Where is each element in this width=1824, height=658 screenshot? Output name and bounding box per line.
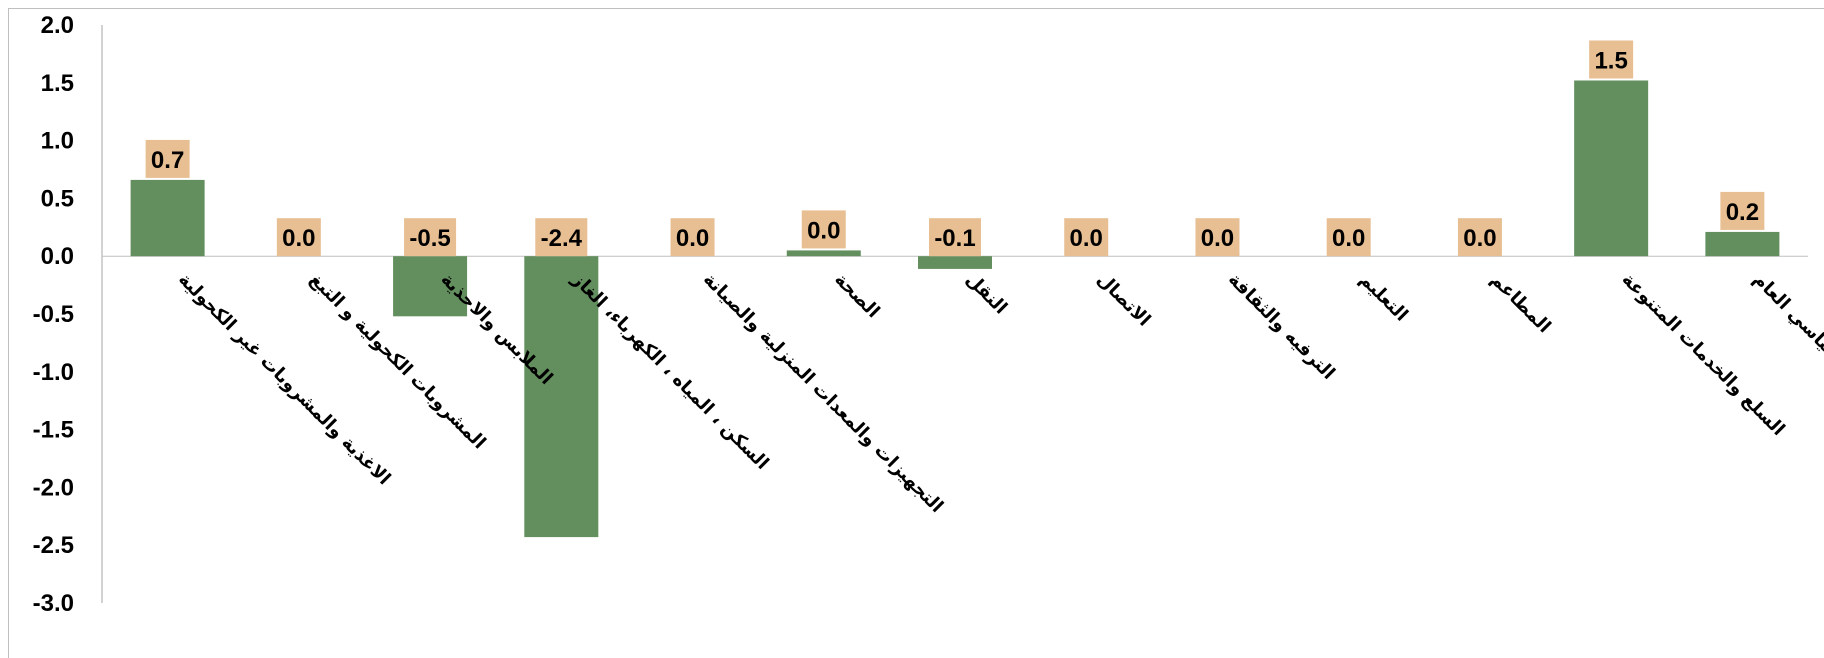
- data-label-text: 0.0: [1463, 225, 1496, 252]
- bar: [393, 256, 468, 317]
- data-label-text: 0.0: [1070, 225, 1103, 252]
- bar: [130, 179, 205, 257]
- data-label-text: 1.5: [1594, 47, 1627, 74]
- data-label: -0.5: [404, 218, 457, 257]
- y-tick-label: -2.0: [33, 474, 74, 501]
- data-label-text: 0.0: [807, 217, 840, 244]
- category-label: الترفيه والثقافة: [1224, 269, 1339, 384]
- data-label-text: 0.0: [1201, 225, 1234, 252]
- data-label-background: [535, 218, 588, 257]
- data-label-text: 0.0: [282, 225, 315, 252]
- bar: [524, 256, 599, 538]
- data-label-background: [1064, 218, 1109, 257]
- data-label: 0.0: [1064, 218, 1109, 257]
- category-label: التجهيزات والمعدات المنزلية والصيانة: [699, 269, 947, 517]
- chart-frame: [8, 8, 1824, 658]
- category-label: الرقم القياسي العام: [1749, 269, 1824, 412]
- y-tick-label: -1.5: [33, 417, 74, 444]
- y-tick-label: 2.0: [41, 12, 74, 39]
- data-label-text: 0.0: [1332, 225, 1365, 252]
- data-label-background: [1195, 218, 1240, 257]
- bar: [1574, 80, 1649, 257]
- data-label: -0.1: [929, 218, 981, 257]
- data-label: 0.0: [276, 218, 321, 257]
- category-label: الاغذية والمشروبات غير الكحولية: [174, 269, 394, 489]
- data-label-text: -0.5: [409, 225, 450, 252]
- y-tick-label: 1.0: [41, 128, 74, 155]
- bar: [1705, 231, 1780, 257]
- data-label-text: 0.7: [151, 147, 184, 174]
- data-label-background: [1457, 218, 1502, 257]
- y-tick-label: -1.0: [33, 359, 74, 386]
- category-label: الصحة: [830, 269, 883, 322]
- data-label: 0.2: [1720, 191, 1765, 230]
- y-tick-label: 0.0: [41, 243, 74, 270]
- bar: [786, 250, 861, 257]
- data-label-background: [801, 210, 846, 249]
- category-label: الاتصال: [1093, 269, 1155, 331]
- data-label: 0.0: [1326, 218, 1371, 257]
- data-label-background: [1720, 191, 1765, 230]
- data-label-text: 0.0: [676, 225, 709, 252]
- data-label: 0.0: [1195, 218, 1240, 257]
- y-tick-label: -0.5: [33, 301, 74, 328]
- data-labels: 0.7 0.0 -0.5 -2.4 0.0 0.0 -0.1 0.0 0.0 0.0 0.0 1.5 0…: [145, 40, 1765, 257]
- y-tick-label: -2.5: [33, 532, 74, 559]
- data-label-background: [1326, 218, 1371, 257]
- data-label-background: [1589, 40, 1634, 79]
- data-label-text: 0.2: [1726, 199, 1759, 226]
- bar: [918, 256, 992, 269]
- category-label: التعليم: [1355, 269, 1412, 326]
- y-axis: 2.0 1.5 1.0 0.5 0.0 -0.5 -1.0 -1.5 -2.0 -2.5 -3.0: [33, 12, 1808, 617]
- data-label: -2.4: [535, 218, 588, 257]
- data-label: 1.5: [1589, 40, 1634, 79]
- data-label: 0.0: [670, 218, 715, 257]
- y-tick-label: -3.0: [33, 590, 74, 617]
- data-label-background: [929, 218, 981, 257]
- category-label: المطاعم: [1486, 269, 1554, 337]
- y-tick-label: 0.5: [41, 185, 74, 212]
- y-tick-label: 1.5: [41, 70, 74, 97]
- data-label-background: [404, 218, 457, 257]
- data-label: 0.7: [145, 139, 190, 178]
- data-label-background: [670, 218, 715, 257]
- data-label-background: [145, 139, 190, 178]
- data-label: 0.0: [1457, 218, 1502, 257]
- bars: [130, 80, 1780, 538]
- data-label-text: -0.1: [934, 225, 975, 252]
- data-label-background: [276, 218, 321, 257]
- category-label: النقل: [961, 269, 1011, 319]
- data-label: 0.0: [801, 210, 846, 249]
- data-label-text: -2.4: [541, 225, 583, 252]
